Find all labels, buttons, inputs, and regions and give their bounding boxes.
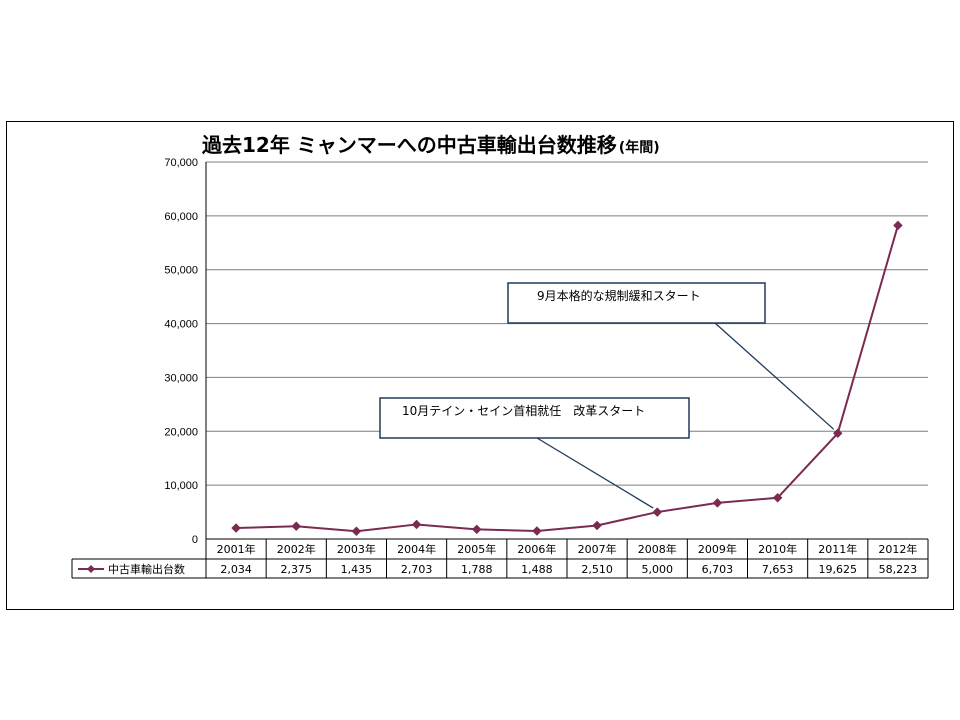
x-tick-label: 2002年	[277, 542, 316, 556]
y-tick-label: 0	[192, 534, 198, 546]
callouts: 10月テイン・セイン首相就任 改革スタート 9月本格的な規制緩和スタート	[379, 282, 835, 509]
y-axis-ticks: 0 10,000 20,000 30,000 40,000 50,000 60,000 70,…	[164, 157, 198, 546]
x-tick-label: 2006年	[517, 542, 556, 556]
series-line	[236, 225, 899, 533]
callout-text: 10月テイン・セイン首相就任 改革スタート	[402, 404, 645, 418]
data-point	[351, 526, 362, 537]
callout-pointer	[536, 437, 654, 509]
y-tick-label: 30,000	[164, 372, 198, 384]
y-tick-label: 10,000	[164, 480, 198, 492]
table-value-cell: 19,625	[819, 563, 858, 576]
callout-pointer	[714, 322, 835, 430]
x-tick-label: 2007年	[578, 542, 617, 556]
data-point	[532, 526, 542, 536]
legend-marker	[87, 565, 95, 573]
gridlines	[205, 161, 928, 540]
line-chart: 0 10,000 20,000 30,000 40,000 50,000 60,000 70,…	[71, 133, 929, 579]
data-point	[652, 507, 663, 517]
chart-title-suffix: (年間)	[619, 139, 660, 156]
table-value-cell: 1,788	[461, 563, 493, 576]
data-point	[592, 520, 602, 531]
table-value-cell: 5,000	[642, 563, 674, 576]
legend-label: 中古車輸出台数	[108, 562, 185, 576]
callout-text: 9月本格的な規制緩和スタート	[537, 288, 701, 303]
table-value-cell: 1,435	[341, 563, 373, 576]
y-tick-label: 50,000	[164, 265, 198, 277]
callout-box	[507, 282, 766, 324]
data-point	[291, 521, 302, 532]
y-tick-label: 70,000	[164, 157, 198, 169]
data-point	[712, 498, 723, 508]
data-point	[471, 524, 482, 535]
chart-title: 過去12年 ミャンマーへの中古車輸出台数推移 (年間)	[202, 133, 660, 157]
x-tick-label: 2011年	[818, 542, 857, 556]
chart-title-main: 過去12年 ミャンマーへの中古車輸出台数推移	[202, 133, 617, 157]
data-point	[832, 428, 843, 439]
table-value-cell: 58,223	[879, 563, 918, 576]
data-point	[231, 523, 241, 533]
y-tick-label: 40,000	[164, 319, 198, 331]
table-value-cell: 2,510	[581, 563, 613, 576]
chart-frame: 0 10,000 20,000 30,000 40,000 50,000 60,000 70,…	[6, 121, 954, 610]
table-value-cell: 2,375	[281, 563, 313, 576]
x-tick-label: 2008年	[638, 542, 677, 556]
y-tick-label: 60,000	[164, 211, 198, 223]
table-value-cell: 2,034	[220, 563, 252, 576]
x-tick-label: 2010年	[758, 542, 797, 556]
x-tick-label: 2004年	[397, 542, 436, 556]
x-tick-label: 2009年	[698, 542, 737, 556]
table-value-cell: 7,653	[762, 563, 794, 576]
table-value-cell: 2,703	[401, 563, 433, 576]
data-point	[411, 519, 422, 530]
table-value-cell: 6,703	[702, 563, 734, 576]
x-tick-label: 2012年	[878, 542, 917, 556]
x-tick-label: 2003年	[337, 542, 376, 556]
data-point	[893, 220, 903, 231]
x-tick-label: 2005年	[457, 542, 496, 556]
callout-box	[379, 397, 690, 439]
data-table: 2001年 2,034 2002年 2,375 2003年 1,435 2004年 2,703…	[71, 539, 929, 579]
table-value-cell: 1,488	[521, 563, 553, 576]
data-point	[772, 492, 783, 503]
series-line-layer	[231, 220, 903, 537]
x-tick-label: 2001年	[217, 542, 256, 556]
y-tick-label: 20,000	[164, 426, 198, 438]
